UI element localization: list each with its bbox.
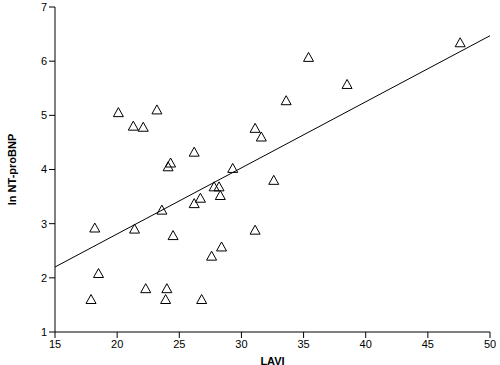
svg-text:30: 30	[235, 338, 247, 350]
svg-text:7: 7	[41, 1, 47, 13]
svg-text:ln NT-proBNP: ln NT-proBNP	[8, 134, 18, 206]
svg-text:15: 15	[49, 338, 61, 350]
svg-text:40: 40	[360, 338, 372, 350]
svg-text:35: 35	[297, 338, 309, 350]
svg-text:LAVI: LAVI	[260, 355, 284, 365]
svg-text:5: 5	[41, 109, 47, 121]
svg-text:50: 50	[484, 338, 492, 350]
svg-text:25: 25	[173, 338, 185, 350]
svg-text:45: 45	[422, 338, 434, 350]
svg-text:20: 20	[111, 338, 123, 350]
svg-text:6: 6	[41, 55, 47, 67]
svg-text:3: 3	[41, 218, 47, 230]
svg-text:1: 1	[41, 326, 47, 338]
svg-text:4: 4	[41, 163, 47, 175]
svg-text:2: 2	[41, 272, 47, 284]
